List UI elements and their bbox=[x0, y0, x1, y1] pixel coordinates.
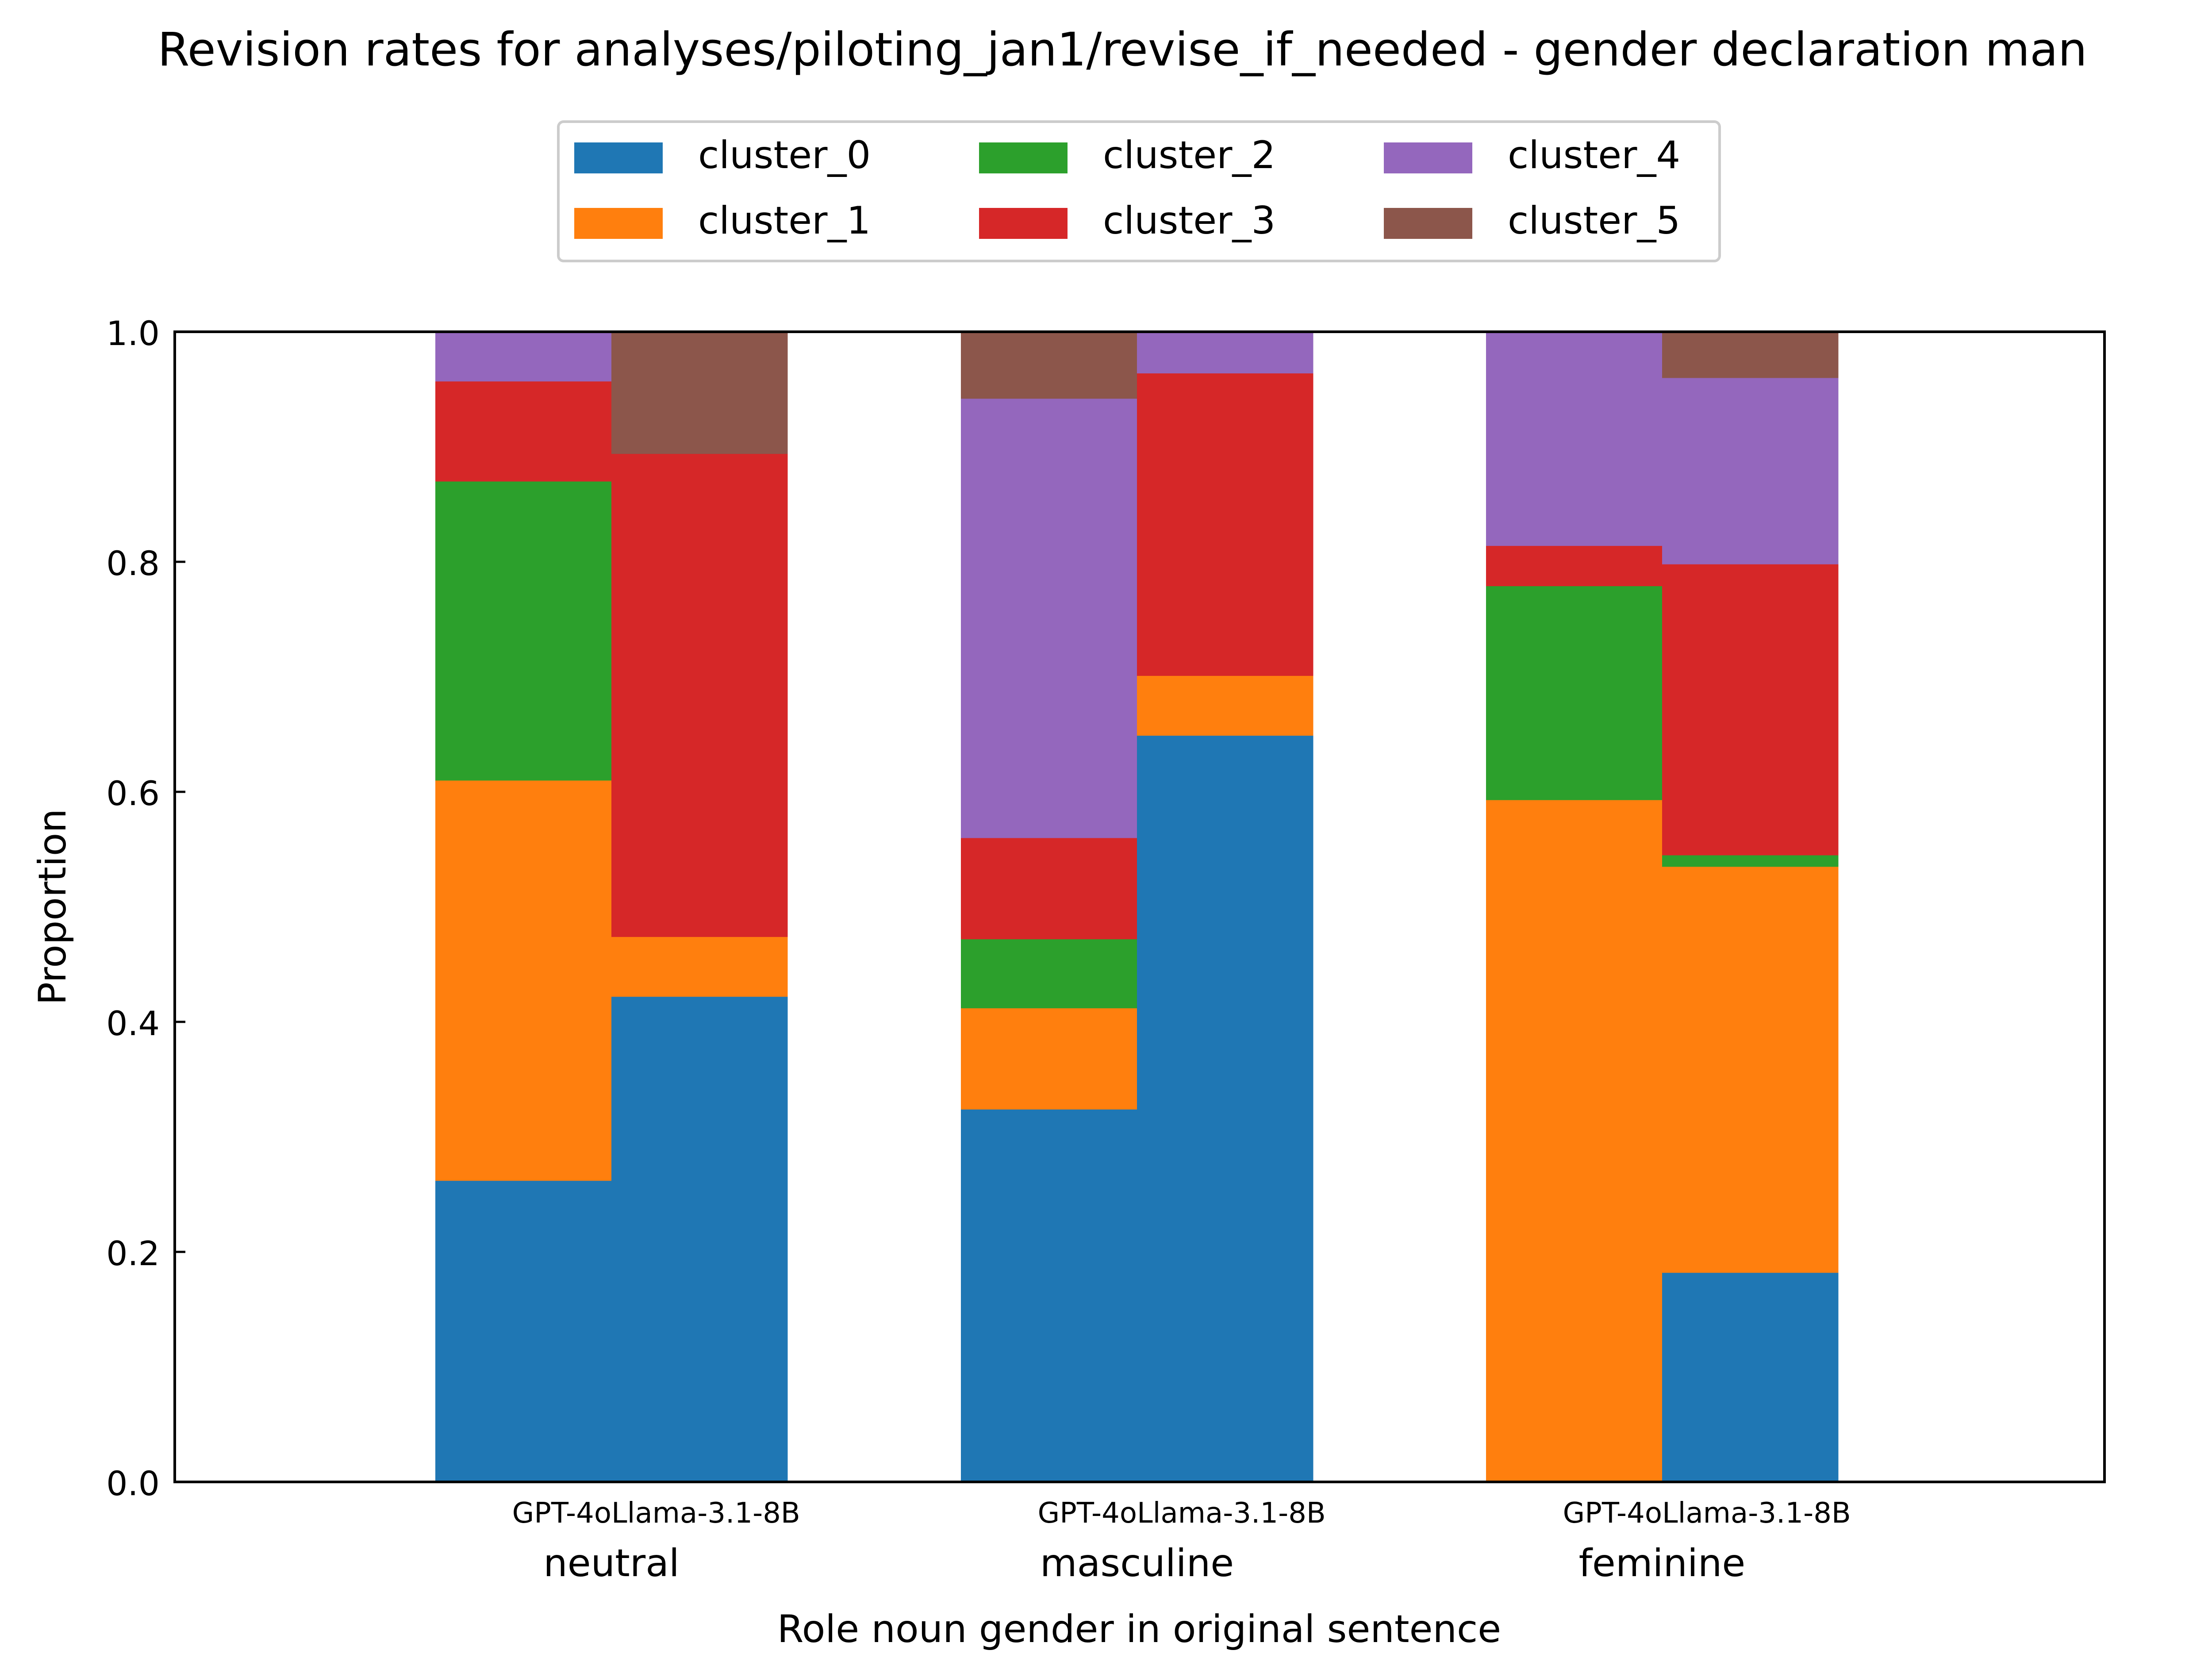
plot-area: 0.00.20.40.60.81.0 GPT-4o Llama-3.1-8Bneu… bbox=[106, 314, 2106, 1585]
legend-label-cluster-4: cluster_4 bbox=[1508, 133, 1680, 177]
bar-neutral-llama-3-1-8b-cluster-0 bbox=[611, 996, 788, 1482]
bar-masculine-llama-3-1-8b-cluster-3 bbox=[1137, 373, 1313, 676]
y-tick-label: 0.4 bbox=[106, 1004, 160, 1043]
bar-neutral-gpt-4o-cluster-4 bbox=[435, 332, 612, 382]
legend-label-cluster-1: cluster_1 bbox=[698, 199, 871, 243]
bar-feminine-gpt-4o-cluster-1 bbox=[1486, 800, 1663, 1482]
bar-feminine-llama-3-1-8b-cluster-4 bbox=[1662, 378, 1839, 564]
legend-swatch-cluster-4 bbox=[1384, 142, 1472, 173]
legend-swatch-cluster-5 bbox=[1384, 208, 1472, 239]
legend-swatch-cluster-3 bbox=[979, 208, 1068, 239]
bar-feminine-llama-3-1-8b-cluster-2 bbox=[1662, 855, 1839, 867]
x-subtick-label-llama-3-1-8b: Llama-3.1-8B bbox=[1137, 1497, 1326, 1530]
x-subtick-label-gpt-4o: GPT-4o bbox=[1563, 1497, 1662, 1530]
y-tick-label: 0.0 bbox=[106, 1464, 160, 1503]
bar-feminine-llama-3-1-8b-cluster-3 bbox=[1662, 564, 1839, 856]
bar-masculine-gpt-4o-cluster-0 bbox=[961, 1109, 1137, 1482]
chart-title: Revision rates for analyses/piloting_jan… bbox=[157, 23, 2087, 77]
legend-label-cluster-2: cluster_2 bbox=[1103, 133, 1275, 177]
bar-neutral-llama-3-1-8b-cluster-3 bbox=[611, 453, 788, 937]
bar-neutral-llama-3-1-8b-cluster-1 bbox=[611, 936, 788, 997]
legend-label-cluster-3: cluster_3 bbox=[1103, 199, 1275, 243]
bar-masculine-gpt-4o-cluster-3 bbox=[961, 838, 1137, 940]
bar-neutral-gpt-4o-cluster-1 bbox=[435, 780, 612, 1181]
bar-feminine-gpt-4o-cluster-3 bbox=[1486, 545, 1663, 587]
x-group-label-neutral: neutral bbox=[543, 1541, 680, 1585]
x-group-label-masculine: masculine bbox=[1040, 1541, 1234, 1585]
bar-feminine-llama-3-1-8b-cluster-5 bbox=[1662, 332, 1839, 378]
y-tick-label: 0.6 bbox=[106, 774, 160, 813]
legend-label-cluster-0: cluster_0 bbox=[698, 133, 871, 177]
legend-swatch-cluster-1 bbox=[574, 208, 663, 239]
y-tick-label: 0.8 bbox=[106, 544, 160, 583]
y-tick-label: 1.0 bbox=[106, 314, 160, 353]
bar-feminine-gpt-4o-cluster-2 bbox=[1486, 586, 1663, 800]
legend: cluster_0 cluster_1 cluster_2 cluster_3 clus… bbox=[557, 120, 1721, 262]
bar-neutral-llama-3-1-8b-cluster-5 bbox=[611, 332, 788, 454]
x-subtick-label-llama-3-1-8b: Llama-3.1-8B bbox=[611, 1497, 800, 1530]
y-axis: 0.0 0.2 0.4 0.6 0.8 1.0 bbox=[106, 314, 185, 1503]
bar-feminine-llama-3-1-8b-cluster-1 bbox=[1662, 867, 1839, 1273]
bar-feminine-gpt-4o-cluster-4 bbox=[1486, 332, 1663, 546]
bar-masculine-gpt-4o-cluster-5 bbox=[961, 332, 1137, 399]
bar-masculine-llama-3-1-8b-cluster-0 bbox=[1137, 735, 1313, 1482]
legend-label-cluster-5: cluster_5 bbox=[1508, 199, 1680, 243]
x-group-label-feminine: feminine bbox=[1579, 1541, 1746, 1585]
x-subtick-label-llama-3-1-8b: Llama-3.1-8B bbox=[1662, 1497, 1851, 1530]
bar-masculine-gpt-4o-cluster-2 bbox=[961, 939, 1137, 1009]
bar-masculine-gpt-4o-cluster-4 bbox=[961, 398, 1137, 838]
plot-frame bbox=[173, 330, 2106, 1483]
bar-feminine-llama-3-1-8b-cluster-0 bbox=[1662, 1272, 1839, 1482]
y-tick-label: 0.2 bbox=[106, 1234, 160, 1273]
bar-masculine-gpt-4o-cluster-1 bbox=[961, 1008, 1137, 1110]
legend-swatch-cluster-2 bbox=[979, 142, 1068, 173]
bar-neutral-gpt-4o-cluster-3 bbox=[435, 381, 612, 482]
bar-neutral-gpt-4o-cluster-0 bbox=[435, 1180, 612, 1482]
x-subtick-label-gpt-4o: GPT-4o bbox=[512, 1497, 611, 1530]
y-axis-label: Proportion bbox=[31, 809, 75, 1005]
bar-neutral-gpt-4o-cluster-2 bbox=[435, 481, 612, 781]
bar-masculine-llama-3-1-8b-cluster-4 bbox=[1137, 332, 1313, 374]
bar-masculine-llama-3-1-8b-cluster-1 bbox=[1137, 675, 1313, 736]
bars bbox=[435, 332, 1839, 1482]
x-axis-label: Role noun gender in original sentence bbox=[777, 1607, 1501, 1651]
x-subtick-label-gpt-4o: GPT-4o bbox=[1038, 1497, 1137, 1530]
legend-swatch-cluster-0 bbox=[574, 142, 663, 173]
